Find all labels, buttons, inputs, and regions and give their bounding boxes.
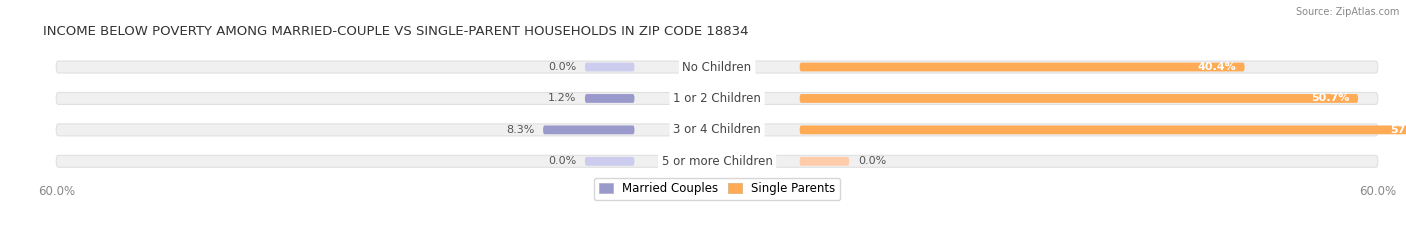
- FancyBboxPatch shape: [56, 155, 1378, 167]
- Text: No Children: No Children: [682, 61, 752, 74]
- Text: 0.0%: 0.0%: [548, 62, 576, 72]
- Text: 40.4%: 40.4%: [1197, 62, 1236, 72]
- FancyBboxPatch shape: [585, 157, 634, 166]
- FancyBboxPatch shape: [56, 124, 1378, 136]
- Text: Source: ZipAtlas.com: Source: ZipAtlas.com: [1295, 7, 1399, 17]
- Text: INCOME BELOW POVERTY AMONG MARRIED-COUPLE VS SINGLE-PARENT HOUSEHOLDS IN ZIP COD: INCOME BELOW POVERTY AMONG MARRIED-COUPL…: [44, 25, 748, 38]
- Text: 57.9%: 57.9%: [1391, 125, 1406, 135]
- FancyBboxPatch shape: [56, 61, 1378, 73]
- FancyBboxPatch shape: [543, 126, 634, 134]
- FancyBboxPatch shape: [800, 126, 1406, 134]
- Text: 0.0%: 0.0%: [858, 156, 886, 166]
- Text: 5 or more Children: 5 or more Children: [662, 155, 772, 168]
- Legend: Married Couples, Single Parents: Married Couples, Single Parents: [593, 178, 841, 200]
- Text: 1 or 2 Children: 1 or 2 Children: [673, 92, 761, 105]
- FancyBboxPatch shape: [800, 157, 849, 166]
- Text: 0.0%: 0.0%: [548, 156, 576, 166]
- FancyBboxPatch shape: [800, 94, 1358, 103]
- Text: 1.2%: 1.2%: [548, 93, 576, 103]
- FancyBboxPatch shape: [585, 63, 634, 72]
- Text: 3 or 4 Children: 3 or 4 Children: [673, 123, 761, 136]
- FancyBboxPatch shape: [585, 94, 634, 103]
- Text: 8.3%: 8.3%: [506, 125, 534, 135]
- FancyBboxPatch shape: [56, 93, 1378, 104]
- Text: 50.7%: 50.7%: [1310, 93, 1350, 103]
- FancyBboxPatch shape: [800, 63, 1244, 72]
